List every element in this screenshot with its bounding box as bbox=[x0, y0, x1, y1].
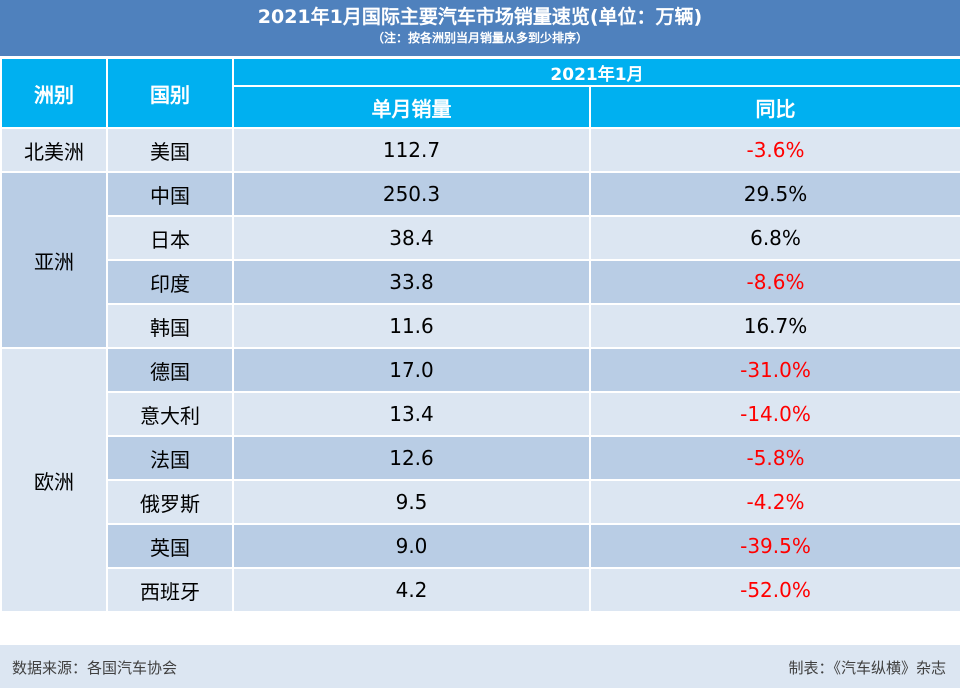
sales-cell: 12.6 bbox=[232, 435, 591, 481]
yoy-cell: -8.6% bbox=[589, 259, 960, 305]
country-cell: 韩国 bbox=[106, 303, 234, 349]
table-row: 西班牙 4.2 -52.0% bbox=[1, 567, 960, 613]
sales-cell: 33.8 bbox=[232, 259, 591, 305]
country-cell: 印度 bbox=[106, 259, 234, 305]
table-maker: 制表：《汽车纵横》杂志 bbox=[788, 659, 946, 677]
continent-cell: 亚洲 bbox=[0, 171, 108, 349]
table-row: 意大利 13.4 -14.0% bbox=[1, 391, 960, 437]
yoy-cell: 29.5% bbox=[589, 171, 960, 217]
country-cell: 德国 bbox=[106, 347, 234, 393]
country-cell: 西班牙 bbox=[106, 567, 234, 613]
sales-cell: 250.3 bbox=[232, 171, 591, 217]
page-title: 2021年1月国际主要汽车市场销量速览(单位：万辆) bbox=[257, 6, 703, 28]
table-row: 亚洲 中国 250.3 29.5% bbox=[0, 171, 960, 349]
yoy-cell: -14.0% bbox=[589, 391, 960, 437]
table-row: 法国 12.6 -5.8% bbox=[1, 435, 960, 481]
footer: 数据来源：各国汽车协会 制表：《汽车纵横》杂志 bbox=[0, 645, 960, 688]
table-row: 印度 33.8 -8.6% bbox=[1, 259, 960, 305]
table-row: 日本 38.4 6.8% bbox=[1, 215, 960, 261]
table-row: 英国 9.0 -39.5% bbox=[1, 523, 960, 569]
table-row: 北美洲 美国 112.7 -3.6% bbox=[0, 127, 960, 173]
yoy-cell: -3.6% bbox=[589, 127, 960, 173]
sales-cell: 17.0 bbox=[232, 347, 591, 393]
table-row: 俄罗斯 9.5 -4.2% bbox=[1, 479, 960, 525]
country-cell: 英国 bbox=[106, 523, 234, 569]
page-subtitle: （注：按各洲别当月销量从多到少排序） bbox=[371, 31, 588, 45]
title-band: 2021年1月国际主要汽车市场销量速览(单位：万辆) （注：按各洲别当月销量从多… bbox=[0, 0, 960, 56]
yoy-cell: -39.5% bbox=[589, 523, 960, 569]
header-monthly-sales: 单月销量 bbox=[232, 85, 591, 129]
header-period: 2021年1月 bbox=[232, 57, 960, 87]
sales-cell: 11.6 bbox=[232, 303, 591, 349]
sales-cell: 112.7 bbox=[232, 127, 591, 173]
yoy-cell: 16.7% bbox=[589, 303, 960, 349]
continent-cell: 北美洲 bbox=[0, 127, 108, 173]
yoy-cell: -5.8% bbox=[589, 435, 960, 481]
table-body: 北美洲 美国 112.7 -3.6% 亚洲 中国 250.3 29.5% 日本 38.4 6.8% 印… bbox=[0, 127, 960, 613]
data-source: 数据来源：各国汽车协会 bbox=[12, 659, 178, 677]
country-cell: 意大利 bbox=[106, 391, 234, 437]
sales-cell: 13.4 bbox=[232, 391, 591, 437]
header-country: 国别 bbox=[106, 57, 234, 129]
country-cell: 俄罗斯 bbox=[106, 479, 234, 525]
table-row: 韩国 11.6 16.7% bbox=[1, 303, 960, 349]
country-cell: 日本 bbox=[106, 215, 234, 261]
sales-cell: 38.4 bbox=[232, 215, 591, 261]
yoy-cell: 6.8% bbox=[589, 215, 960, 261]
header-yoy: 同比 bbox=[589, 85, 960, 129]
sales-cell: 9.0 bbox=[232, 523, 591, 569]
country-cell: 法国 bbox=[106, 435, 234, 481]
yoy-cell: -4.2% bbox=[589, 479, 960, 525]
continent-cell: 欧洲 bbox=[0, 347, 108, 613]
yoy-cell: -31.0% bbox=[589, 347, 960, 393]
table-row: 欧洲 德国 17.0 -31.0% bbox=[0, 347, 960, 613]
sales-table: 洲别 国别 2021年1月 单月销量 同比 北美洲 美国 112.7 -3.6% 亚洲中… bbox=[0, 57, 960, 613]
header-continent: 洲别 bbox=[0, 57, 108, 129]
country-cell: 美国 bbox=[106, 127, 234, 173]
sales-cell: 4.2 bbox=[232, 567, 591, 613]
yoy-cell: -52.0% bbox=[589, 567, 960, 613]
country-cell: 中国 bbox=[106, 171, 234, 217]
sales-cell: 9.5 bbox=[232, 479, 591, 525]
